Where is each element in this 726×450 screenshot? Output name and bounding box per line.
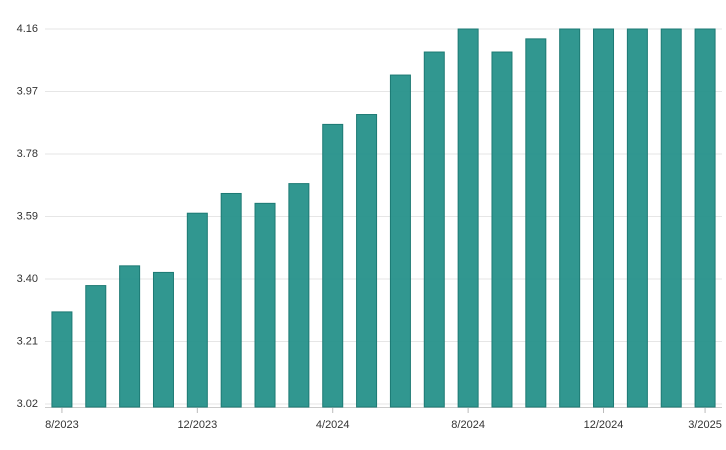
x-tick-label: 3/2025 <box>688 419 722 431</box>
x-tick-label: 4/2024 <box>316 419 350 431</box>
bar <box>51 311 73 408</box>
x-tick-label: 8/2024 <box>451 419 485 431</box>
y-tick-label: 3.78 <box>17 148 38 160</box>
y-tick-label: 3.97 <box>17 85 38 97</box>
bar <box>119 265 141 408</box>
bar <box>559 28 581 408</box>
bar <box>186 212 208 408</box>
bar <box>491 51 513 408</box>
bar <box>660 28 682 408</box>
y-tick-label: 3.21 <box>17 335 38 347</box>
bar <box>389 74 411 408</box>
bar <box>423 51 445 408</box>
bar <box>254 202 276 408</box>
bar <box>694 28 716 408</box>
bar <box>626 28 648 408</box>
y-tick-label: 3.02 <box>17 398 38 410</box>
bar <box>85 285 107 408</box>
bar <box>593 28 615 408</box>
y-tick-label: 3.59 <box>17 210 38 222</box>
bar <box>322 123 344 408</box>
bar <box>220 192 242 408</box>
bar <box>356 114 378 408</box>
bar <box>152 271 174 408</box>
x-tick-label: 12/2023 <box>177 419 217 431</box>
bar <box>525 38 547 408</box>
x-tick-label: 8/2023 <box>45 419 79 431</box>
x-tick-label: 12/2024 <box>584 419 624 431</box>
bar <box>457 28 479 408</box>
y-tick-label: 3.40 <box>17 273 38 285</box>
bar <box>288 183 310 408</box>
y-tick-label: 4.16 <box>17 23 38 35</box>
